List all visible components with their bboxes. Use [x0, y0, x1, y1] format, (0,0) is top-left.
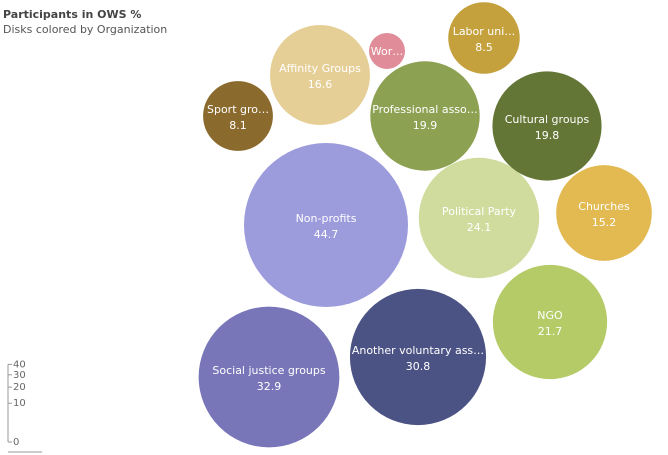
bubble-label: NGO — [537, 309, 563, 322]
bubble-value: 8.5 — [475, 41, 493, 54]
bubble-value: 24.1 — [467, 221, 492, 234]
bubble-value: 21.7 — [538, 325, 563, 338]
bubble-disk[interactable] — [203, 81, 273, 151]
bubble-disk[interactable] — [370, 61, 480, 171]
bubble-non-profits[interactable]: Non-profits 44.7 — [244, 143, 408, 307]
size-legend-tick-label: 30 — [13, 370, 26, 381]
bubble-another-voluntary-ass[interactable]: Another voluntary ass… 30.8 — [349, 288, 487, 426]
bubble-disk[interactable] — [270, 25, 370, 125]
bubble-political-party[interactable]: Political Party 24.1 — [418, 157, 540, 279]
bubble-label: Another voluntary ass… — [352, 344, 484, 357]
bubble-label: Political Party — [442, 205, 517, 218]
chart-subtitle: Disks colored by Organization — [3, 23, 168, 36]
bubble-disk[interactable] — [492, 264, 608, 380]
bubble-disk[interactable] — [448, 2, 520, 74]
chart-title: Participants in OWS % — [3, 8, 142, 21]
bubble-wor[interactable]: Wor… — [369, 33, 405, 69]
bubble-disk[interactable] — [369, 33, 405, 69]
bubble-cultural-groups[interactable]: Cultural groups 19.8 — [492, 71, 602, 181]
bubble-disk[interactable] — [198, 306, 340, 448]
bubble-disk[interactable] — [418, 157, 540, 279]
bubble-value: 30.8 — [406, 360, 431, 373]
size-legend-tick-label: 0 — [13, 437, 19, 448]
size-legend-tick-label: 20 — [13, 382, 26, 393]
bubble-disk[interactable] — [349, 288, 487, 426]
bubble-label: Sport gro… — [207, 103, 269, 116]
bubble-value: 15.2 — [592, 216, 617, 229]
bubble-value: 8.1 — [229, 119, 247, 132]
bubble-ngo[interactable]: NGO 21.7 — [492, 264, 608, 380]
bubble-label: Professional asso… — [372, 103, 478, 116]
bubble-label: Social justice groups — [212, 364, 325, 377]
bubble-labor-uni[interactable]: Labor uni… 8.5 — [448, 2, 520, 74]
bubble-layer: Non-profits 44.7 Social justice groups 32.9… — [198, 2, 652, 448]
bubble-label: Labor uni… — [453, 25, 516, 38]
bubble-disk[interactable] — [492, 71, 602, 181]
bubble-value: 19.8 — [535, 129, 560, 142]
bubble-value: 16.6 — [308, 78, 333, 91]
bubble-value: 44.7 — [314, 228, 339, 241]
bubble-disk[interactable] — [556, 165, 652, 261]
bubble-label: Cultural groups — [505, 113, 590, 126]
bubble-affinity-groups[interactable]: Affinity Groups 16.6 — [270, 25, 370, 125]
size-legend-tick-label: 40 — [13, 359, 26, 370]
bubble-social-justice-groups[interactable]: Social justice groups 32.9 — [198, 306, 340, 448]
bubble-disk[interactable] — [244, 143, 408, 307]
bubble-value: 19.9 — [413, 119, 438, 132]
bubble-churches[interactable]: Churches 15.2 — [556, 165, 652, 261]
bubble-label: Churches — [578, 200, 630, 213]
bubble-value: 32.9 — [257, 380, 282, 393]
size-legend-tick-label: 10 — [13, 398, 26, 409]
bubble-label: Affinity Groups — [279, 62, 361, 75]
bubble-label: Wor… — [371, 45, 403, 58]
bubble-label: Non-profits — [296, 212, 357, 225]
bubble-professional-asso[interactable]: Professional asso… 19.9 — [370, 61, 480, 171]
bubble-sport-gro[interactable]: Sport gro… 8.1 — [203, 81, 273, 151]
